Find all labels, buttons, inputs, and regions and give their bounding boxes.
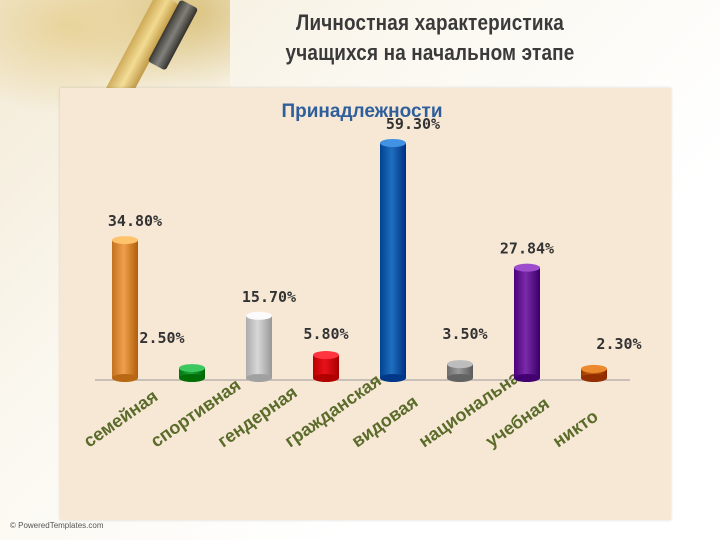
bar-cap <box>514 263 540 272</box>
bar-base <box>380 374 406 382</box>
value-label-спортивная: 2.50% <box>139 329 184 347</box>
bar-body <box>179 368 205 378</box>
bar-cap <box>112 236 138 245</box>
slide-title: Личностная характеристика учащихся на на… <box>267 8 594 68</box>
bar-никто <box>581 364 607 382</box>
bar-base <box>514 374 540 382</box>
bar-гражданская <box>313 351 339 382</box>
bar-base <box>179 374 205 382</box>
value-label-семейная: 34.80% <box>108 212 162 230</box>
value-label-гендерная: 15.70% <box>242 288 296 306</box>
bar-body <box>112 240 138 378</box>
category-label-никто: никто <box>549 406 602 451</box>
copyright-text: © PoweredTemplates.com <box>10 521 104 530</box>
value-label-видовая: 59.30% <box>386 115 440 133</box>
bar-body <box>514 267 540 378</box>
bar-cap <box>246 311 272 320</box>
category-label-семейная: семейная <box>80 386 162 451</box>
bar-cap <box>447 360 473 369</box>
bar-body <box>380 143 406 378</box>
bar-base <box>581 374 607 382</box>
value-label-никто: 2.30% <box>596 335 641 353</box>
bar-спортивная <box>179 364 205 382</box>
bar-body <box>581 368 607 378</box>
value-label-учебная: 27.84% <box>500 240 554 258</box>
bar-body <box>313 355 339 378</box>
bar-cap <box>380 139 406 147</box>
bar-семейная <box>112 236 138 382</box>
bar-base <box>313 374 339 382</box>
bar-base <box>112 374 138 382</box>
bar-видовая <box>380 139 406 382</box>
bar-cap <box>313 351 339 360</box>
slide-title-line-1: Личностная характеристика <box>296 10 564 35</box>
value-label-гражданская: 5.80% <box>303 325 348 343</box>
bar-base <box>447 374 473 382</box>
value-label-национальная: 3.50% <box>442 325 487 343</box>
bar-body <box>246 315 272 378</box>
bar-body <box>447 364 473 378</box>
bar-cap <box>581 364 607 373</box>
bar-гендерная <box>246 311 272 382</box>
bar-base <box>246 374 272 382</box>
chart-title: Принадлежности <box>281 101 442 122</box>
bar-национальная <box>447 360 473 382</box>
bar-учебная <box>514 263 540 382</box>
chart-panel <box>60 88 671 520</box>
bar-cap <box>179 364 205 373</box>
slide-title-line-2: учащихся на начальном этапе <box>285 40 575 65</box>
